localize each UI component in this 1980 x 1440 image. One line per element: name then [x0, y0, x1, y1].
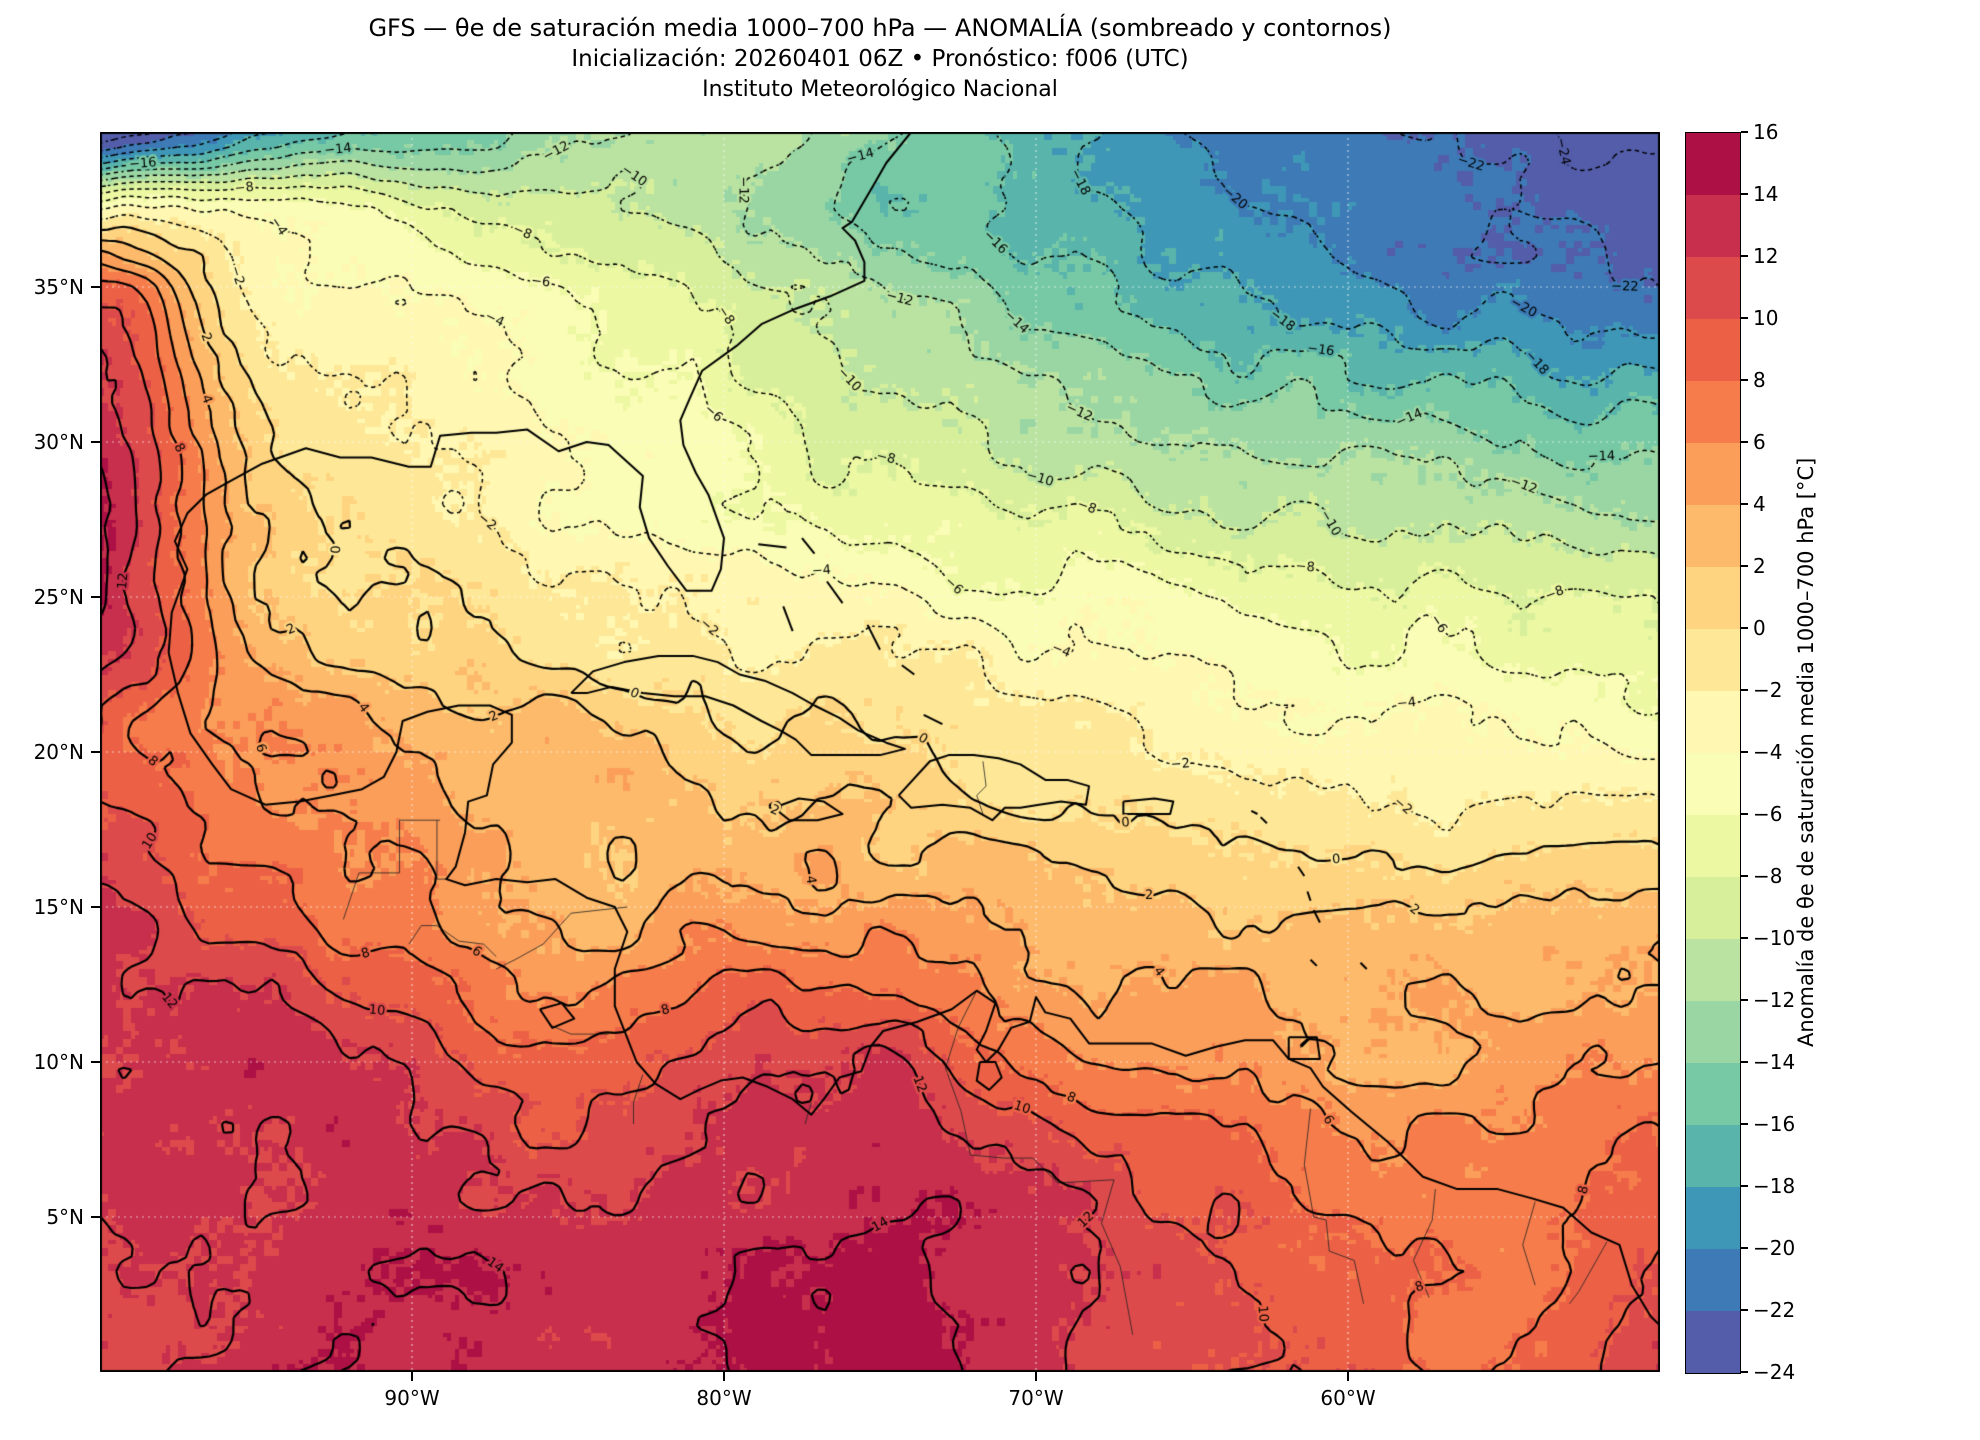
x-tick-label: 60°W [1320, 1386, 1376, 1410]
colorbar-band [1686, 877, 1740, 939]
colorbar-tick-label: −22 [1753, 1298, 1796, 1322]
colorbar-tick-label: 0 [1753, 616, 1766, 640]
colorbar-tick-mark [1741, 193, 1748, 195]
colorbar-tick-label: 2 [1753, 554, 1766, 578]
colorbar-band [1686, 1311, 1740, 1373]
colorbar-tick-label: −8 [1753, 864, 1783, 888]
y-tick-mark [91, 1216, 100, 1218]
y-tick-label: 10°N [33, 1050, 84, 1074]
colorbar-tick-mark [1741, 875, 1748, 877]
colorbar-tick-label: −18 [1753, 1174, 1796, 1198]
colorbar-tick-label: 6 [1753, 430, 1766, 454]
y-tick-label: 25°N [33, 585, 84, 609]
colorbar-tick-mark [1741, 1123, 1748, 1125]
colorbar-tick-label: 12 [1753, 244, 1779, 268]
colorbar-tick-mark [1741, 1185, 1748, 1187]
colorbar-tick-label: −10 [1753, 926, 1796, 950]
colorbar-band [1686, 1249, 1740, 1311]
colorbar-band [1686, 939, 1740, 1001]
colorbar-band [1686, 691, 1740, 753]
colorbar-tick-label: −2 [1753, 678, 1783, 702]
colorbar-tick-mark [1741, 379, 1748, 381]
y-tick-mark [91, 1061, 100, 1063]
colorbar-band [1686, 381, 1740, 443]
colorbar-band [1686, 567, 1740, 629]
colorbar-tick-mark [1741, 1371, 1748, 1373]
colorbar-tick-mark [1741, 1309, 1748, 1311]
colorbar-tick-label: −24 [1753, 1360, 1796, 1384]
colorbar-tick-label: 8 [1753, 368, 1766, 392]
colorbar-tick-label: −20 [1753, 1236, 1796, 1260]
y-tick-mark [91, 441, 100, 443]
y-tick-mark [91, 906, 100, 908]
title-block: GFS — θe de saturación media 1000–700 hP… [100, 12, 1660, 105]
colorbar-band [1686, 1125, 1740, 1187]
y-tick-label: 30°N [33, 430, 84, 454]
colorbar-tick-mark [1741, 627, 1748, 629]
colorbar-band [1686, 443, 1740, 505]
x-tick-mark [723, 1372, 725, 1381]
colorbar-tick-mark [1741, 689, 1748, 691]
y-tick-label: 5°N [46, 1205, 84, 1229]
y-tick-mark [91, 286, 100, 288]
colorbar-tick-label: −14 [1753, 1050, 1796, 1074]
y-tick-label: 35°N [33, 275, 84, 299]
colorbar-tick-mark [1741, 565, 1748, 567]
x-tick-label: 80°W [696, 1386, 752, 1410]
colorbar-band [1686, 195, 1740, 257]
colorbar-tick-label: 14 [1753, 182, 1779, 206]
chart-title: GFS — θe de saturación media 1000–700 hP… [368, 14, 1392, 42]
colorbar-tick-mark [1741, 751, 1748, 753]
chart-subtitle: Inicialización: 20260401 06Z • Pronóstic… [571, 46, 1189, 72]
y-tick-mark [91, 751, 100, 753]
colorbar-tick-label: −6 [1753, 802, 1783, 826]
x-tick-mark [1035, 1372, 1037, 1381]
colorbar-tick-mark [1741, 999, 1748, 1001]
x-tick-mark [1347, 1372, 1349, 1381]
colorbar-band [1686, 629, 1740, 691]
chart-institution: Instituto Meteorológico Nacional [702, 77, 1058, 102]
y-tick-mark [91, 596, 100, 598]
colorbar-tick-label: −4 [1753, 740, 1783, 764]
colorbar-tick-mark [1741, 813, 1748, 815]
colorbar-tick-label: 4 [1753, 492, 1766, 516]
colorbar-tick-mark [1741, 317, 1748, 319]
colorbar [1685, 132, 1741, 1374]
colorbar-tick-label: −12 [1753, 988, 1796, 1012]
x-tick-mark [411, 1372, 413, 1381]
colorbar-band [1686, 319, 1740, 381]
colorbar-band [1686, 257, 1740, 319]
colorbar-tick-mark [1741, 937, 1748, 939]
colorbar-tick-mark [1741, 131, 1748, 133]
colorbar-tick-mark [1741, 503, 1748, 505]
colorbar-band [1686, 1001, 1740, 1063]
colorbar-tick-label: 16 [1753, 120, 1779, 144]
colorbar-band [1686, 1063, 1740, 1125]
colorbar-band [1686, 133, 1740, 195]
colorbar-tick-label: −16 [1753, 1112, 1796, 1136]
colorbar-tick-mark [1741, 255, 1748, 257]
map-plot [100, 132, 1660, 1372]
colorbar-tick-label: 10 [1753, 306, 1779, 330]
colorbar-band [1686, 505, 1740, 567]
y-tick-label: 15°N [33, 895, 84, 919]
colorbar-tick-mark [1741, 1247, 1748, 1249]
colorbar-band [1686, 753, 1740, 815]
x-tick-label: 70°W [1008, 1386, 1064, 1410]
colorbar-band [1686, 1187, 1740, 1249]
x-tick-label: 90°W [384, 1386, 440, 1410]
colorbar-tick-mark [1741, 441, 1748, 443]
y-tick-label: 20°N [33, 740, 84, 764]
colorbar-band [1686, 815, 1740, 877]
colorbar-tick-mark [1741, 1061, 1748, 1063]
